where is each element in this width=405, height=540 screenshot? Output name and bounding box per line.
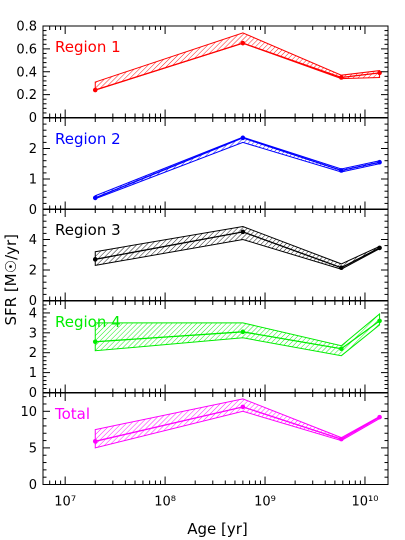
panel-3-content [92, 226, 382, 271]
y-tick-label-3: 0 [29, 294, 37, 309]
band-4 [94, 312, 381, 357]
x-tick-label: 10⁸ [154, 495, 176, 510]
data-point-1-1 [92, 87, 98, 93]
panel-label-4: Region 4 [55, 313, 121, 331]
data-point-5-1 [92, 439, 98, 444]
y-tick-label-5: 5 [29, 441, 37, 456]
y-tick-label-1: 0.6 [16, 42, 37, 57]
y-tick-label-4: 3 [29, 326, 37, 341]
data-point-5-4 [377, 414, 382, 420]
data-point-4-2 [240, 329, 246, 335]
data-point-3-3 [339, 265, 344, 271]
panel-label-3: Region 3 [55, 221, 121, 239]
y-axis-title: SFR [M☉/yr] [2, 234, 20, 326]
data-point-4-3 [339, 346, 344, 352]
data-point-1-3 [339, 75, 344, 80]
y-tick-label-1: 0.4 [16, 65, 37, 80]
panel-5: 0 5 10 Total [20, 392, 389, 493]
y-tick-label-4: 1 [29, 366, 37, 381]
band-1 [94, 32, 381, 91]
y-tick-label-3: 2 [29, 264, 37, 279]
panel-1: 0 0.2 0.4 0.6 0.8 Region 1 [16, 20, 389, 126]
data-point-3-4 [377, 245, 382, 251]
data-point-5-2 [240, 404, 246, 410]
band-5 [94, 398, 381, 449]
y-tick-label-4: 2 [29, 346, 37, 361]
panel-3: 0 2 4 Region 3 [29, 208, 389, 309]
panel-5-content [92, 398, 382, 449]
panel-label-1: Region 1 [55, 38, 121, 56]
series-line-5 [95, 406, 380, 442]
data-point-4-4 [377, 318, 382, 324]
panel-frame-5 [42, 392, 389, 485]
panels: 0 0.2 0.4 0.6 0.8 Region 1 0 1 2 Region 2 0 2 4 Regio… [16, 20, 389, 493]
y-tick-label-2: 2 [29, 142, 37, 157]
series-line-3 [95, 231, 380, 269]
data-point-1-4 [377, 70, 382, 76]
y-tick-label-4: 4 [29, 306, 37, 321]
panel-4: 0 1 2 3 4 Region 4 [29, 300, 389, 401]
y-tick-label-2: 0 [29, 203, 37, 218]
y-tick-label-1: 0.2 [16, 88, 37, 103]
y-tick-label-1: 0 [29, 111, 37, 126]
data-point-2-1 [92, 195, 98, 201]
data-point-2-4 [377, 159, 382, 165]
y-tick-label-2: 1 [29, 173, 37, 188]
series-line-1 [95, 42, 380, 91]
data-point-2-2 [240, 135, 246, 141]
panel-2: 0 1 2 Region 2 [29, 117, 389, 218]
x-tick-label: 10¹⁰ [351, 495, 378, 510]
data-point-2-3 [339, 168, 344, 173]
data-point-3-1 [92, 257, 98, 262]
data-point-4-1 [92, 339, 98, 345]
series-line-4 [95, 320, 380, 350]
panel-label-2: Region 2 [55, 130, 121, 148]
data-point-3-2 [240, 229, 246, 235]
panel-label-5: Total [54, 405, 90, 423]
panel-4-content [92, 312, 382, 357]
band-2 [94, 136, 381, 200]
data-point-1-2 [240, 40, 246, 46]
y-tick-label-1: 0.8 [16, 20, 37, 35]
panel-2-content [92, 135, 382, 201]
y-tick-label-5: 10 [20, 405, 37, 420]
y-tick-label-3: 4 [29, 233, 37, 248]
series-line-2 [95, 137, 380, 199]
x-tick-label: 10⁷ [54, 495, 76, 510]
panel-1-content [92, 32, 382, 93]
y-tick-label-4: 0 [29, 386, 37, 401]
x-tick-label: 10⁹ [254, 495, 276, 510]
data-point-5-3 [339, 436, 344, 442]
x-axis-title: Age [yr] [187, 520, 248, 538]
x-axis: 10⁷ 10⁸ 10⁹ 10¹⁰ [54, 495, 378, 510]
y-tick-label-5: 0 [29, 478, 37, 493]
